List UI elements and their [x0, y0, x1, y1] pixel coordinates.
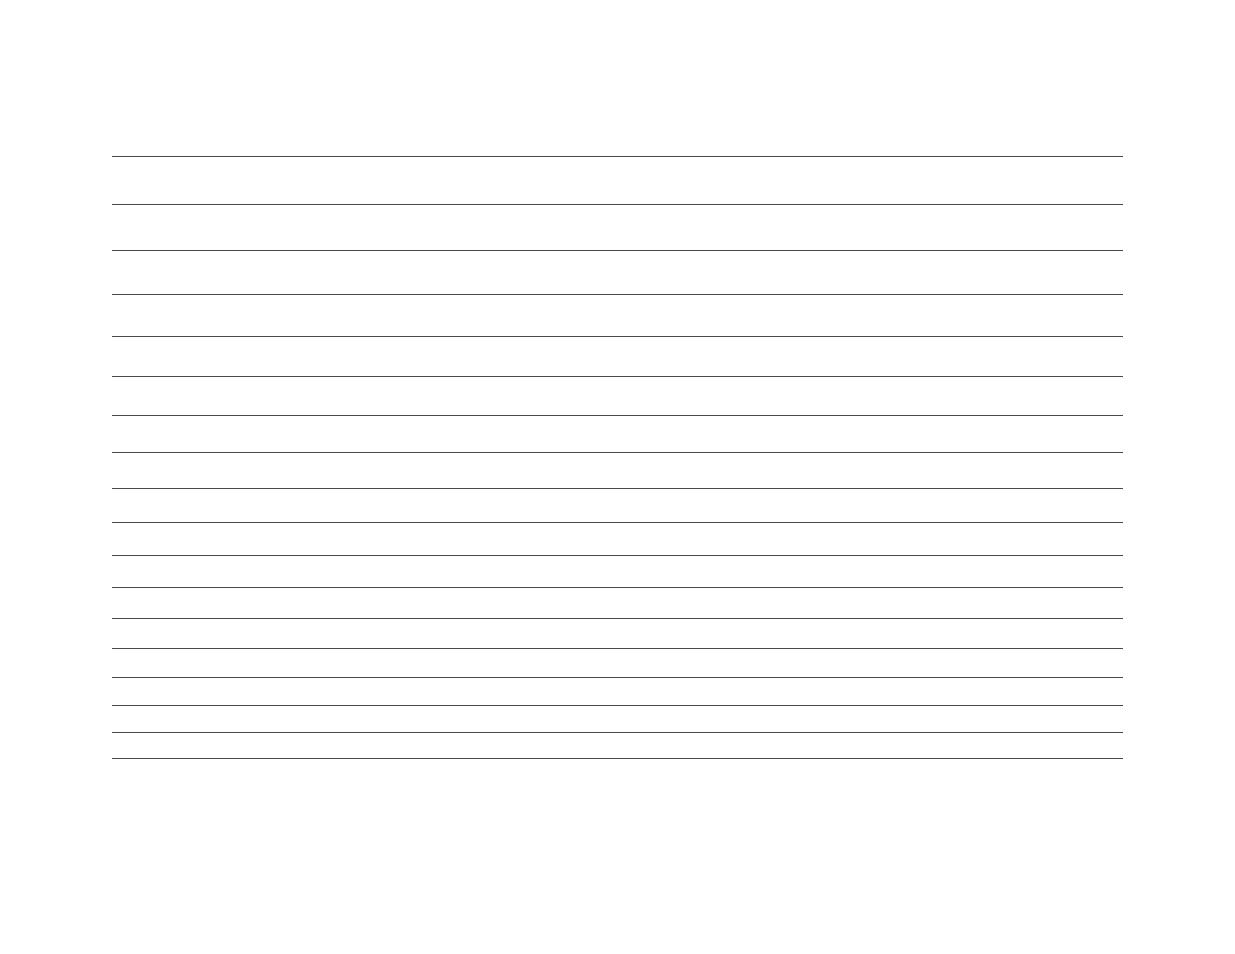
ruled-line	[112, 336, 1123, 337]
ruled-line	[112, 294, 1123, 295]
ruled-line	[112, 555, 1123, 556]
ruled-line	[112, 250, 1123, 251]
ruled-line	[112, 758, 1123, 759]
ruled-line	[112, 705, 1123, 706]
ruled-line	[112, 648, 1123, 649]
ruled-line	[112, 677, 1123, 678]
ruled-line	[112, 732, 1123, 733]
ruled-line	[112, 415, 1123, 416]
ruled-line	[112, 587, 1123, 588]
ruled-line	[112, 204, 1123, 205]
ruled-line	[112, 618, 1123, 619]
ruled-line	[112, 156, 1123, 157]
ruled-line	[112, 376, 1123, 377]
lined-page	[112, 0, 1123, 954]
ruled-line	[112, 488, 1123, 489]
ruled-line	[112, 452, 1123, 453]
ruled-line	[112, 522, 1123, 523]
